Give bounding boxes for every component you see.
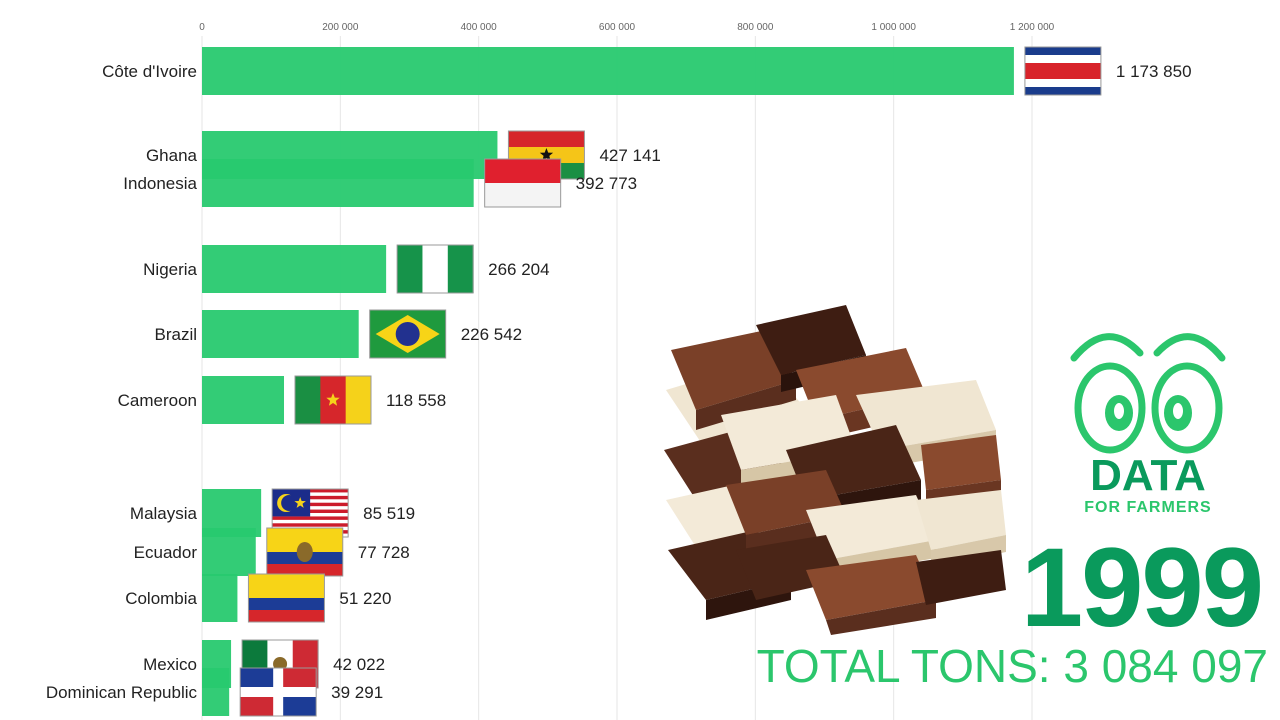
value-label: 392 773 bbox=[576, 174, 637, 193]
x-tick-label: 1 000 000 bbox=[871, 22, 916, 33]
value-label: 85 519 bbox=[363, 504, 415, 523]
category-label: Cameroon bbox=[118, 391, 197, 410]
category-label: Mexico bbox=[143, 655, 197, 674]
category-label: Brazil bbox=[154, 325, 197, 344]
value-label: 77 728 bbox=[358, 543, 410, 562]
value-label: 1 173 850 bbox=[1116, 62, 1192, 81]
indonesia-flag bbox=[484, 158, 562, 208]
value-label: 266 204 bbox=[488, 260, 549, 279]
dominican-republic-flag bbox=[239, 667, 317, 717]
chocolate-bars-image bbox=[656, 300, 1016, 645]
category-label: Nigeria bbox=[143, 260, 197, 279]
eyes-logo-icon: DATA FOR FARMERS bbox=[1070, 333, 1226, 516]
data-for-farmers-logo: DATA FOR FARMERS bbox=[1062, 318, 1232, 518]
brazil-flag bbox=[369, 309, 447, 359]
value-label: 39 291 bbox=[331, 683, 383, 702]
x-tick-label: 400 000 bbox=[461, 22, 498, 33]
category-label: Dominican Republic bbox=[46, 683, 198, 702]
x-tick-label: 200 000 bbox=[322, 22, 359, 33]
x-tick-label: 800 000 bbox=[737, 22, 774, 33]
year-label: 1999 bbox=[1020, 525, 1264, 650]
colombia-flag bbox=[247, 573, 325, 623]
bar bbox=[202, 245, 387, 293]
value-label: 42 022 bbox=[333, 655, 385, 674]
category-label: Ghana bbox=[146, 146, 198, 165]
value-label: 427 141 bbox=[599, 146, 660, 165]
category-label: Malaysia bbox=[130, 504, 198, 523]
value-label: 118 558 bbox=[386, 391, 446, 410]
category-label: Colombia bbox=[125, 589, 197, 608]
value-label: 51 220 bbox=[339, 589, 391, 608]
costa-rica-flag bbox=[1024, 46, 1102, 96]
category-label: Ecuador bbox=[134, 543, 198, 562]
bar bbox=[202, 310, 359, 358]
category-label: Indonesia bbox=[123, 174, 197, 193]
bar bbox=[202, 574, 238, 622]
value-label: 226 542 bbox=[461, 325, 522, 344]
nigeria-flag bbox=[396, 244, 474, 294]
x-tick-label: 600 000 bbox=[599, 22, 636, 33]
bar bbox=[202, 47, 1014, 95]
logo-title: DATA bbox=[1090, 451, 1206, 500]
bar bbox=[202, 528, 256, 576]
logo-subtitle: FOR FARMERS bbox=[1084, 499, 1211, 516]
cameroon-flag bbox=[294, 375, 372, 425]
bar bbox=[202, 668, 230, 716]
x-tick-label: 1 200 000 bbox=[1010, 22, 1055, 33]
bar bbox=[202, 376, 285, 424]
total-tons-label: TOTAL TONS: 3 084 097 bbox=[756, 640, 1268, 692]
ecuador-flag bbox=[266, 527, 344, 577]
x-tick-label: 0 bbox=[199, 22, 205, 33]
bar bbox=[202, 159, 474, 207]
category-label: Côte d'Ivoire bbox=[102, 62, 197, 81]
